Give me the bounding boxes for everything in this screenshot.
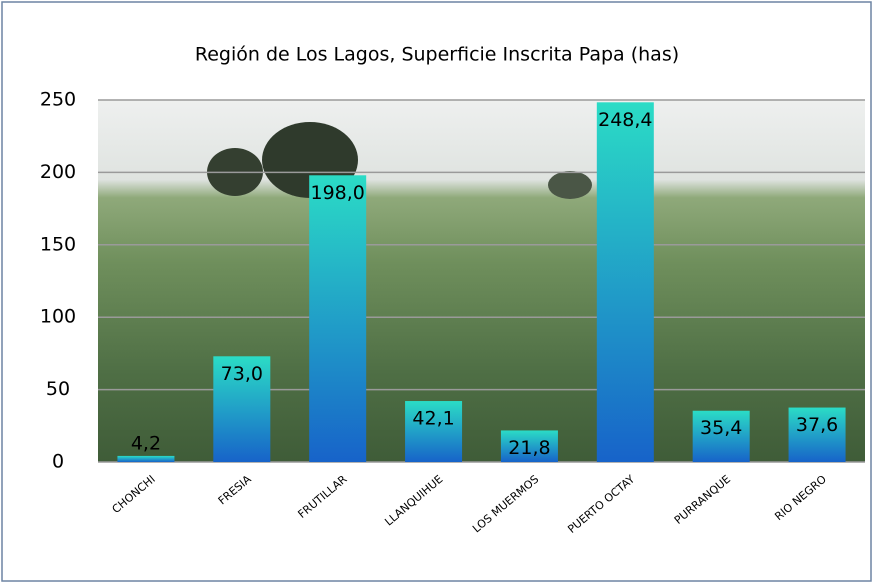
bar [309, 175, 366, 462]
data-label: 198,0 [310, 182, 364, 204]
chart: Región de Los Lagos, Superficie Inscrita… [0, 0, 874, 584]
chart-title: Región de Los Lagos, Superficie Inscrita… [195, 44, 679, 66]
data-label: 21,8 [508, 437, 550, 459]
background-photo [98, 100, 865, 462]
y-tick-label: 200 [40, 161, 76, 183]
y-tick-label: 150 [40, 233, 76, 255]
bar [597, 102, 654, 462]
y-tick-label: 0 [52, 451, 64, 473]
y-tick-label: 250 [40, 89, 76, 111]
data-label: 4,2 [131, 432, 161, 454]
data-label: 35,4 [700, 417, 742, 439]
y-tick-label: 100 [40, 306, 76, 328]
bar [117, 456, 174, 462]
data-label: 37,6 [796, 414, 838, 436]
data-label: 73,0 [221, 363, 263, 385]
tree [548, 171, 592, 199]
y-tick-label: 50 [46, 378, 70, 400]
data-label: 42,1 [412, 408, 454, 430]
page: Región de Los Lagos, Superficie Inscrita… [0, 0, 874, 584]
data-label: 248,4 [598, 109, 652, 131]
